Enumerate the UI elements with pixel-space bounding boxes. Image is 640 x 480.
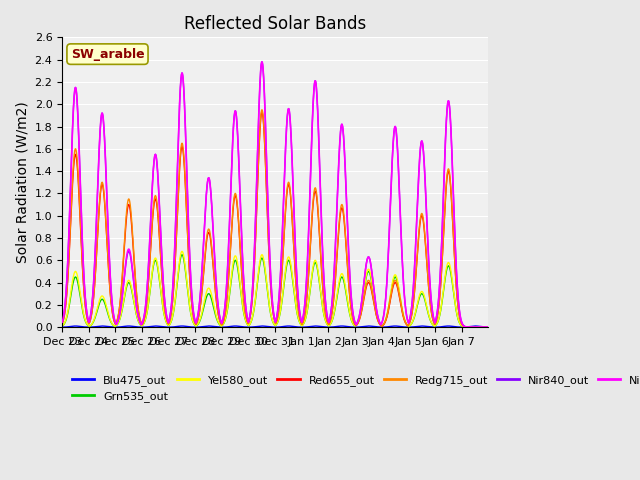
Y-axis label: Solar Radiation (W/m2): Solar Radiation (W/m2)	[15, 101, 29, 263]
Title: Reflected Solar Bands: Reflected Solar Bands	[184, 15, 366, 33]
Text: SW_arable: SW_arable	[70, 48, 144, 60]
Legend: Blu475_out, Grn535_out, Yel580_out, Red655_out, Redg715_out, Nir840_out, Nir945_: Blu475_out, Grn535_out, Yel580_out, Red6…	[68, 371, 640, 407]
